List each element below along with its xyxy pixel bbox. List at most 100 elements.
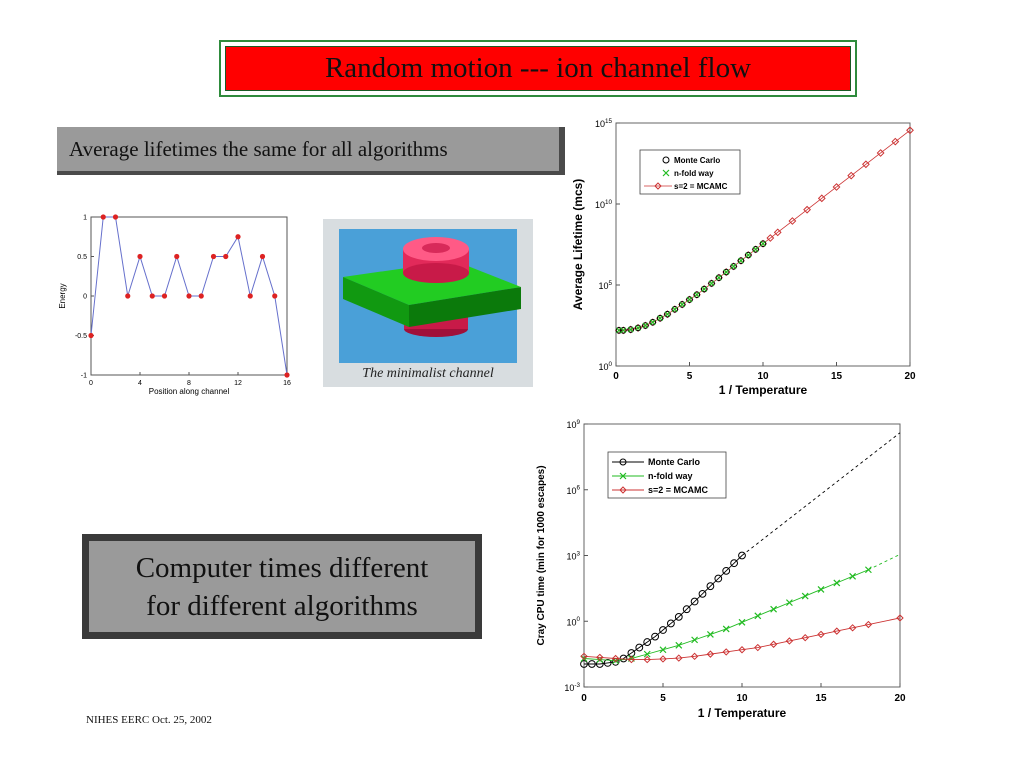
lifetime-y-axis-label: Average Lifetime (mcs) xyxy=(571,179,585,311)
cputime-point xyxy=(738,551,746,560)
energy-point xyxy=(247,293,253,299)
cputime-point xyxy=(580,652,588,661)
cputime-legend: Monte Carlo n-fold way s=2 = MCAMC xyxy=(607,451,727,499)
cputime-point xyxy=(659,646,667,654)
channel-slab-left xyxy=(343,277,409,327)
lifetime-mcamc-point xyxy=(766,234,775,242)
lifetime-mcamc-point xyxy=(817,194,826,203)
cputime-point xyxy=(722,625,730,633)
lifetime-mc-point xyxy=(700,285,708,293)
cputime-point xyxy=(754,612,762,620)
energy-y-tick-label: 0 xyxy=(83,294,87,301)
lifetime-mc-point xyxy=(715,274,723,282)
cputime-point xyxy=(611,654,620,663)
energy-point xyxy=(149,293,155,299)
cputime-point xyxy=(643,650,651,658)
cputime-point xyxy=(659,626,667,634)
cputime-y-tick-label: 10-3 xyxy=(564,682,580,693)
energy-point xyxy=(223,253,229,260)
cputime-legend-marker xyxy=(619,486,627,494)
cputime-point xyxy=(864,620,873,629)
energy-point xyxy=(272,293,278,299)
cputime-point xyxy=(698,589,707,598)
energy-x-tick-label: 0 xyxy=(89,380,93,387)
lifetime-nfold-point xyxy=(701,286,708,292)
energy-y-tick-label: 1 xyxy=(83,215,87,222)
minimalist-channel-illustration: The minimalist channel xyxy=(323,219,533,387)
illustration-caption: The minimalist channel xyxy=(362,366,494,381)
lifetime-legend-label: n-fold way xyxy=(674,169,714,178)
cputime-point xyxy=(738,646,746,654)
lifetime-mc-point xyxy=(620,327,627,334)
energy-point xyxy=(112,214,119,220)
energy-y-tick-label: 0.5 xyxy=(77,254,87,261)
cputime-x-tick-label: 5 xyxy=(660,693,666,704)
cputime-x-tick-label: 15 xyxy=(815,693,827,704)
energy-y-tick-label: -0.5 xyxy=(75,333,87,340)
caption-top-text: Average lifetimes the same for all algor… xyxy=(57,127,559,171)
cputime-point xyxy=(801,592,809,600)
cputime-point xyxy=(754,643,762,652)
lifetime-mcamc-point xyxy=(876,149,885,157)
energy-point xyxy=(137,253,143,260)
lifetime-mc-point xyxy=(627,326,635,333)
lifetime-mc-point xyxy=(615,327,623,334)
caption-box-bottom: Computer times different for different a… xyxy=(82,534,482,639)
lifetime-legend-box xyxy=(639,149,741,195)
energy-y-tick-label: -1 xyxy=(81,373,87,380)
lifetime-mc-point xyxy=(664,310,671,318)
lifetime-nfold-point xyxy=(679,301,685,308)
cputime-point xyxy=(596,653,604,662)
lifetime-y-tick-label: 1015 xyxy=(595,118,613,129)
cputime-point xyxy=(770,605,778,613)
cputime-point xyxy=(674,612,683,621)
cputime-point xyxy=(643,655,651,664)
energy-point xyxy=(100,214,106,220)
channel-slab-front xyxy=(409,287,521,327)
cputime-point xyxy=(864,566,872,574)
cputime-x-tick-label: 10 xyxy=(736,693,748,704)
lifetime-legend-label: s=2 = MCAMC xyxy=(674,182,728,191)
cputime-point xyxy=(627,655,636,664)
cputime-y-tick-label: 100 xyxy=(566,616,580,627)
cputime-point xyxy=(714,574,723,583)
cputime-point xyxy=(643,638,652,646)
lifetime-mc-point xyxy=(642,322,649,329)
energy-point xyxy=(235,234,241,240)
lifetime-mcamc-point xyxy=(788,217,797,225)
lifetime-mcamc-point xyxy=(773,228,782,237)
lifetime-nfold-point xyxy=(752,246,759,253)
lifetime-x-tick-label: 15 xyxy=(831,371,843,382)
lifetime-x-tick-label: 5 xyxy=(687,371,693,382)
channel-cap-dimple xyxy=(422,243,450,253)
cputime-x-tick-label: 0 xyxy=(581,693,587,704)
cputime-point xyxy=(817,630,825,639)
energy-point xyxy=(198,293,204,299)
channel-slab-top xyxy=(343,261,521,305)
cputime-point xyxy=(833,627,841,635)
cputime-extrapolation-line xyxy=(741,432,901,556)
lifetime-mcamc-point xyxy=(847,171,856,180)
cputime-point xyxy=(588,660,596,668)
lifetime-y-tick-label: 100 xyxy=(598,361,612,372)
energy-y-axis-label: Energy xyxy=(58,283,67,308)
cputime-point xyxy=(675,654,683,662)
lifetime-mcamc-point xyxy=(906,126,914,135)
slide-title: Random motion --- ion channel flow xyxy=(225,46,851,91)
lifetime-mc-point xyxy=(722,268,730,276)
caption-bottom-text: Computer times different for different a… xyxy=(89,541,475,632)
slide-title-frame: Random motion --- ion channel flow xyxy=(219,40,857,97)
energy-x-tick-label: 4 xyxy=(138,380,142,387)
cputime-point xyxy=(690,597,699,606)
lifetime-mc-point xyxy=(671,306,679,313)
energy-point xyxy=(125,293,131,299)
energy-point xyxy=(161,293,168,299)
lifetime-mc-point xyxy=(730,263,737,270)
lifetime-mc-point xyxy=(737,257,745,264)
lifetime-mcamc-point xyxy=(891,137,900,146)
cputime-point xyxy=(690,652,699,661)
cputime-series-line xyxy=(584,555,743,665)
cputime-point xyxy=(785,599,793,607)
cputime-y-tick-label: 103 xyxy=(566,550,580,561)
